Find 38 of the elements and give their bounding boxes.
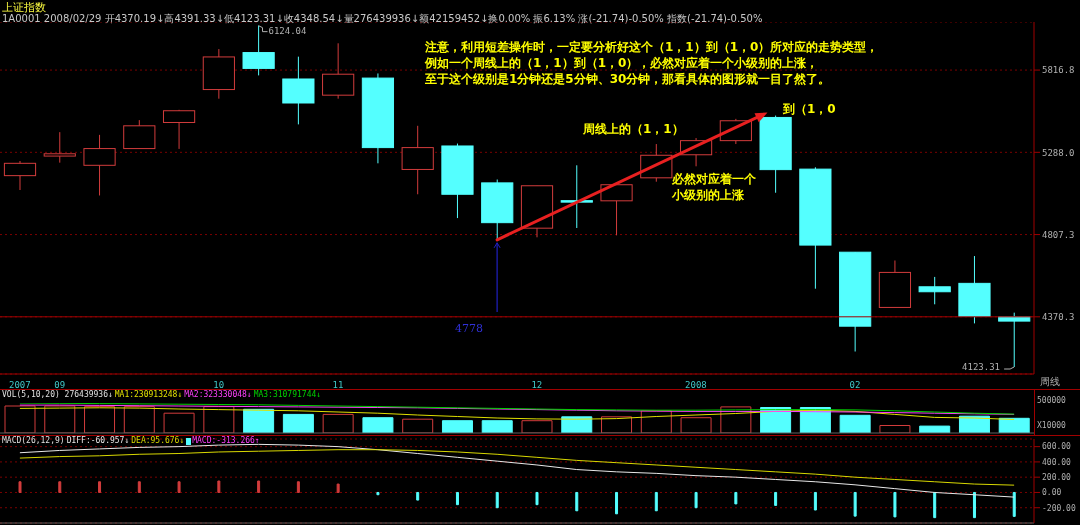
series-label: MA1:230913248↓ [114,390,183,400]
y-tick-label: 600.00 [1042,442,1072,452]
x-axis-title: 周线 [1040,375,1060,389]
y-tick-label: 200.00 [1042,473,1072,483]
y-tick-label: 400.00 [1042,457,1072,467]
annotation: 到（1，0 [783,101,836,117]
annotation: 6124.04 [268,25,307,36]
annotation: 4123.31 [962,362,1001,372]
x-tick-label: 2007 [9,380,31,391]
y-tick-label: 0.00 [1042,488,1062,498]
annotation: 至于这个级别是1分钟还是5分钟、30分钟，那看具体的图形就一目了然了。 [425,71,831,87]
annotation: 例如一个周线上的（1，1）到（1，0），必然对应着一个小级别的上涨， [425,55,819,71]
y-tick-label: 4807.3 [1042,229,1075,240]
text: 500000 [1037,396,1066,405]
y-tick-label: 4370.3 [1042,311,1075,322]
chart-title: 上证指数 [2,0,46,14]
y-tick-label: -200.00 [1042,503,1076,513]
chart-title: VOL(5,10,20) 276439936↓ [2,390,113,400]
chart-subtitle: 1A0001 2008/02/29 开4370.19↓高4391.33↓低4123.31↓收4348.54↓量276439936↓额42159452↓换0.00% 振6.13% 涨(-21.74)-0.50% 指数(-21.74)-0.50% [2,13,763,26]
x-tick-label: 2008 [685,380,707,391]
series-label: MA3:310791744↓ [253,390,322,400]
annotation: 注意，利用短差操作时，一定要分析好这个（1，1）到（1，0）所对应的走势类型， [425,39,879,55]
x-tick-label: 11 [332,380,344,391]
text: X10000 [1037,421,1066,430]
x-tick-label: 12 [531,380,543,391]
series-label: MA2:323330048↓ [184,390,252,400]
annotation: 周线上的（1，1） [583,121,684,137]
chart-title: MACD(26,12,9) [2,436,65,446]
series-label: DIFF:-60.957↓ [66,436,130,446]
legend-label: MACD:-313.266↑ [192,436,260,446]
x-tick-label: 10 [213,380,225,391]
y-tick-label: 5816.8 [1042,65,1075,76]
x-tick-label: 02 [849,380,861,391]
annotation: 必然对应着一个小级别的上涨 [672,171,757,203]
y-tick-label: 5288.0 [1042,147,1075,158]
x-tick-label: 09 [54,380,66,391]
series-label: DEA:95.676↓ [131,436,185,446]
annotation: 4778 [455,322,484,335]
